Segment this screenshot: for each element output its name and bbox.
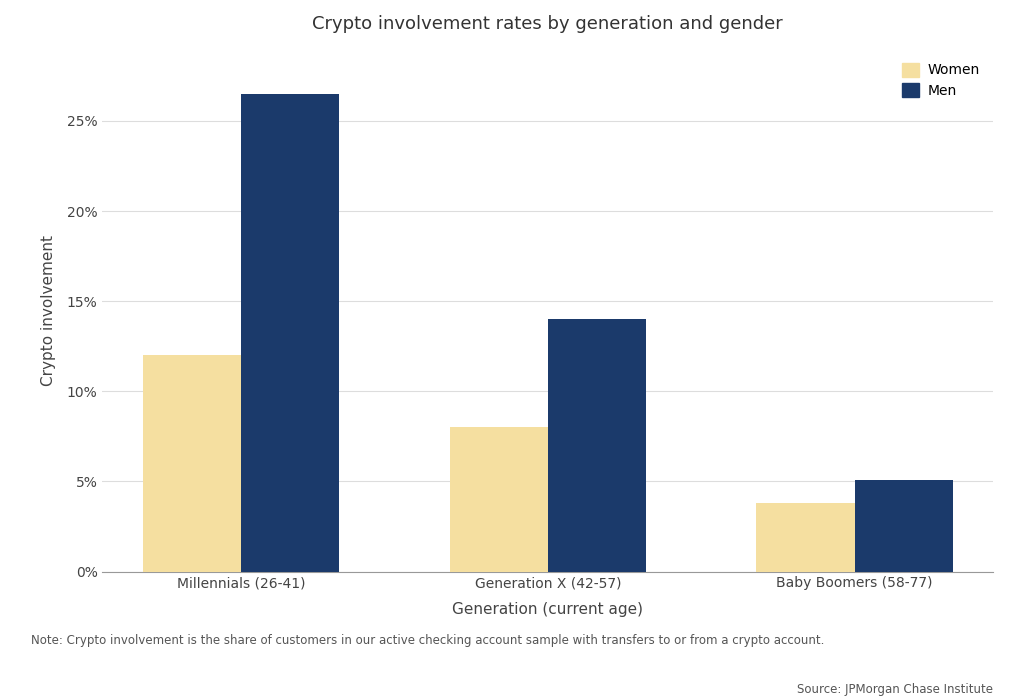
Y-axis label: Crypto involvement: Crypto involvement: [41, 235, 55, 385]
Bar: [143, 355, 241, 572]
X-axis label: Generation (current age): Generation (current age): [453, 602, 643, 617]
Text: Note: Crypto involvement is the share of customers in our active checking accoun: Note: Crypto involvement is the share of…: [31, 634, 824, 648]
Bar: [450, 427, 548, 572]
Legend: Women, Men: Women, Men: [895, 56, 986, 105]
Bar: [855, 480, 952, 572]
Bar: [241, 94, 339, 572]
Text: Source: JPMorgan Chase Institute: Source: JPMorgan Chase Institute: [798, 683, 993, 696]
Bar: [757, 503, 855, 572]
Title: Crypto involvement rates by generation and gender: Crypto involvement rates by generation a…: [312, 15, 783, 33]
Bar: [548, 319, 646, 572]
